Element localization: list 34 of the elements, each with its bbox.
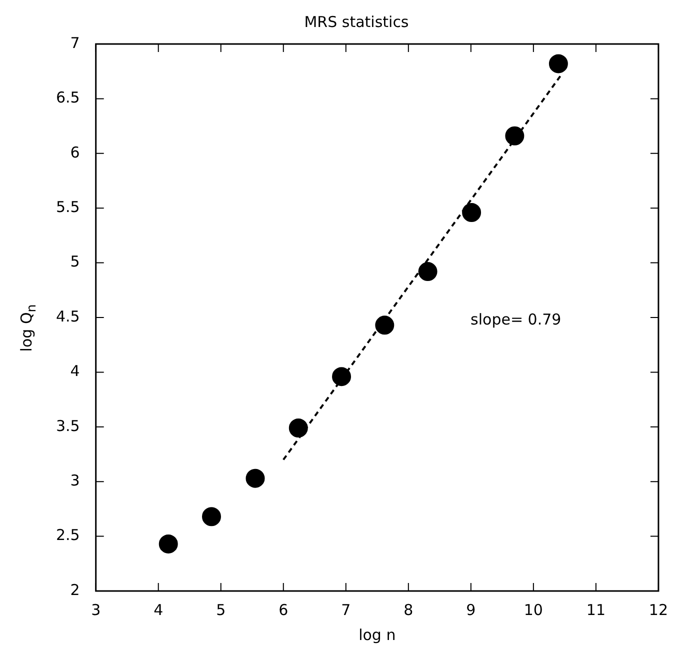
x-tick-label: 12 [648, 600, 668, 619]
point [332, 367, 352, 386]
x-tick-label: 5 [216, 600, 226, 619]
y-tick-label: 7 [70, 34, 80, 52]
y-tick-label: 5.5 [56, 198, 80, 216]
x-axis-title: log n [358, 626, 396, 644]
x-tick-label: 8 [404, 600, 414, 619]
point [202, 507, 221, 526]
annotation: slope= 0.79 [470, 310, 562, 329]
point [288, 418, 308, 438]
chart-title: MRS statistics [304, 12, 409, 31]
y-tick-label: 6.5 [56, 88, 80, 107]
y-tick-label: 3 [70, 471, 80, 490]
point [418, 262, 438, 282]
x-tick-label: 11 [586, 600, 606, 619]
point [158, 534, 178, 554]
y-tick-label: 5 [70, 252, 80, 271]
point [375, 316, 394, 335]
x-tick-label: 3 [91, 600, 101, 619]
point [548, 54, 568, 74]
point [246, 468, 265, 488]
x-tick-label: 10 [524, 600, 543, 619]
y-tick-label: 6 [70, 143, 80, 162]
x-tick-label: 4 [154, 600, 164, 619]
y-tick-label: 2 [70, 580, 80, 599]
y-tick-label: 2.5 [56, 526, 80, 544]
x-tick-label: 7 [341, 600, 351, 619]
y-tick-label: 4 [70, 362, 80, 380]
y-tick-label: 3.5 [56, 416, 80, 435]
x-tick-label: 9 [466, 600, 476, 619]
point [462, 202, 482, 222]
point [505, 126, 524, 146]
y-tick-label: 4.5 [56, 307, 80, 326]
x-tick-label: 6 [278, 600, 288, 619]
